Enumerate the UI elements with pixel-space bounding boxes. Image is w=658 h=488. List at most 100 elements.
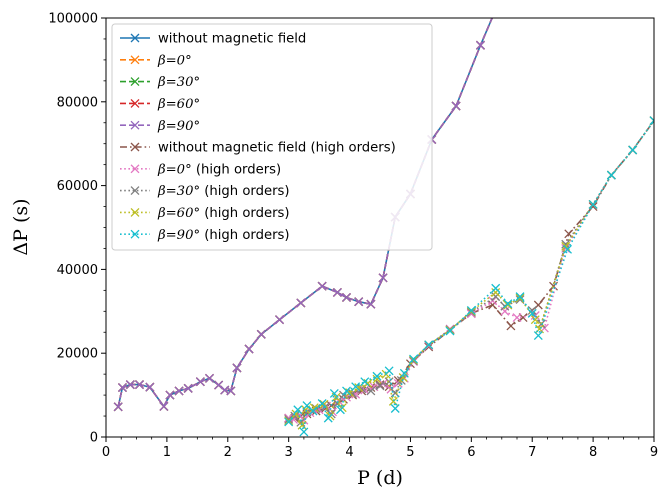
- data-point-s4-3: [135, 380, 144, 390]
- data-point-s9-6: [323, 413, 333, 423]
- x-tick-label-3: 3: [285, 445, 293, 460]
- data-point-s4-13: [226, 386, 236, 396]
- data-point-s4-29: [476, 40, 485, 50]
- series-line-8: [288, 120, 654, 427]
- y-tick-label-4: 80000: [57, 95, 98, 110]
- data-point-s8-5: [319, 399, 329, 409]
- data-point-s7-23: [527, 306, 537, 315]
- data-point-s4-23: [366, 299, 376, 309]
- legend-label-9: β=90° (high orders): [157, 228, 290, 243]
- data-point-s9-4: [308, 406, 318, 416]
- x-tick-label-2: 2: [224, 445, 232, 460]
- y-tick-label-5: 100000: [48, 12, 98, 27]
- legend-entry-4: β=90°: [120, 119, 200, 134]
- data-point-s9-29: [649, 116, 654, 126]
- data-point-s9-20: [491, 283, 501, 293]
- data-point-s4-20: [332, 287, 342, 297]
- legend-entry-7: β=30° (high orders): [120, 184, 290, 199]
- data-point-s4-6: [165, 390, 175, 400]
- data-point-s9-10: [351, 382, 361, 392]
- data-point-s4-17: [275, 315, 284, 325]
- data-point-s8-12: [372, 374, 382, 384]
- data-point-s3-30: [492, 6, 500, 14]
- data-point-s4-14: [232, 363, 242, 373]
- legend: without magnetic field β=0° β=30° β=60° β=90…: [111, 23, 433, 251]
- data-point-s5-14: [393, 375, 403, 385]
- data-point-s9-22: [515, 292, 525, 302]
- legend-entry-5: without magnetic field (high orders): [120, 141, 396, 156]
- legend-entry-0: without magnetic field: [120, 32, 306, 47]
- data-point-s9-18: [445, 326, 455, 336]
- data-point-s4-7: [174, 386, 184, 396]
- data-point-s4-19: [317, 281, 327, 291]
- data-point-s7-8: [339, 390, 348, 400]
- data-point-s4-22: [354, 297, 364, 307]
- data-point-s4-9: [195, 377, 205, 387]
- data-point-s4-18: [296, 298, 306, 308]
- data-point-s9-17: [424, 340, 434, 350]
- legend-entry-2: β=30°: [120, 75, 200, 90]
- data-point-s1-30: [492, 6, 500, 14]
- data-point-s4-4: [145, 382, 155, 392]
- data-point-s4-10: [205, 373, 214, 383]
- data-point-s7-2: [296, 417, 306, 427]
- data-point-s9-19: [466, 306, 476, 315]
- data-point-s4-0: [113, 402, 123, 412]
- data-point-s9-27: [606, 170, 616, 180]
- x-tick-label-4: 4: [345, 445, 353, 460]
- legend-entry-8: β=60° (high orders): [120, 206, 290, 221]
- data-point-s4-15: [244, 344, 254, 354]
- x-tick-label-5: 5: [406, 445, 414, 460]
- legend-label-8: β=60° (high orders): [157, 206, 290, 221]
- legend-marker-5: [130, 142, 140, 152]
- legend-marker-7: [130, 186, 140, 196]
- x-tick-label-6: 6: [467, 445, 475, 460]
- data-point-s9-15: [399, 368, 409, 378]
- data-point-s7-25: [561, 239, 571, 249]
- legend-label-3: β=60°: [157, 97, 200, 112]
- legend-label-0: without magnetic field: [158, 32, 306, 47]
- data-point-s9-2: [299, 427, 309, 437]
- data-point-s7-11: [366, 386, 376, 396]
- legend-marker-4: [130, 120, 140, 130]
- legend-entry-9: β=90° (high orders): [120, 228, 290, 243]
- legend-entry-1: β=0°: [120, 53, 192, 68]
- data-point-s9-9: [342, 386, 351, 396]
- data-point-s9-14: [390, 404, 400, 413]
- legend-marker-9: [130, 229, 140, 239]
- data-point-s9-21: [503, 299, 513, 309]
- data-point-s6-23: [512, 313, 522, 323]
- legend-marker-1: [130, 55, 140, 65]
- data-point-s4-1: [117, 383, 127, 393]
- data-point-s4-16: [256, 329, 266, 339]
- series-4: [113, 18, 493, 412]
- data-point-s7-20: [491, 292, 501, 302]
- data-point-s7-0: [284, 414, 294, 424]
- legend-label-5: without magnetic field (high orders): [158, 141, 396, 156]
- data-point-s6-21: [488, 296, 498, 306]
- data-point-s9-11: [360, 377, 370, 387]
- data-point-s9-0: [284, 417, 294, 427]
- data-point-s9-12: [372, 371, 382, 381]
- data-point-s4-24: [378, 273, 388, 283]
- data-point-s9-7: [329, 388, 339, 398]
- data-point-s7-12: [375, 381, 385, 391]
- data-point-s8-23: [530, 315, 540, 325]
- data-point-s9-25: [563, 244, 572, 254]
- data-point-s2-30: [492, 6, 500, 14]
- legend-label-7: β=30° (high orders): [157, 184, 290, 199]
- data-point-s4-2: [125, 380, 135, 390]
- data-point-s9-1: [293, 405, 303, 415]
- x-tick-label-0: 0: [102, 445, 110, 460]
- x-axis-label: P (d): [357, 467, 403, 488]
- data-point-s5-20: [506, 321, 516, 331]
- data-point-s5-19: [488, 300, 498, 310]
- y-tick-label-1: 20000: [57, 347, 98, 362]
- x-tick-label-7: 7: [528, 445, 536, 460]
- legend-frame: [111, 23, 433, 251]
- data-point-s4-28: [451, 101, 461, 111]
- legend-entry-6: β=0° (high orders): [120, 162, 281, 177]
- legend-marker-6: [130, 164, 140, 174]
